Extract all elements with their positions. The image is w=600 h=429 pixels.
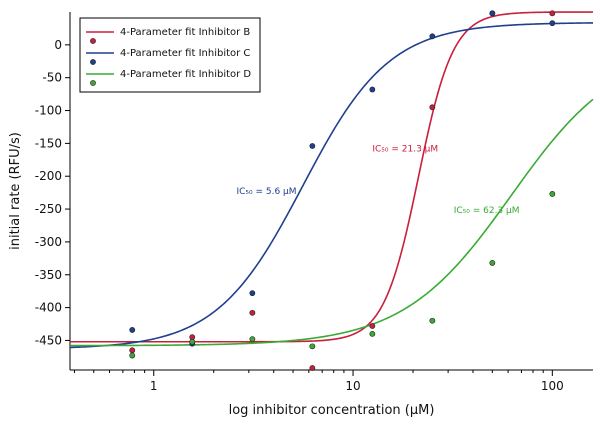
data-point bbox=[489, 10, 496, 17]
data-point bbox=[189, 338, 196, 345]
legend-swatch-marker bbox=[90, 38, 96, 44]
data-point bbox=[249, 336, 256, 343]
data-point bbox=[369, 86, 376, 93]
y-tick-label: 0 bbox=[54, 38, 62, 52]
y-tick-label: -100 bbox=[35, 104, 62, 118]
data-points bbox=[129, 10, 556, 371]
ic50-annotation: IC₅₀ = 5.6 µM bbox=[236, 187, 296, 197]
data-point bbox=[309, 365, 316, 371]
x-tick-label: 100 bbox=[541, 379, 564, 393]
data-point bbox=[309, 143, 316, 149]
data-point bbox=[429, 104, 436, 111]
ic50-annotations: IC₅₀ = 21.3 µM IC₅₀ = 5.6 µM IC₅₀ = 62.3 µ… bbox=[236, 144, 519, 216]
x-axis-title: log inhibitor concentration (µM) bbox=[229, 403, 435, 418]
fit-line-4-parameter-fit-inhibitor-b bbox=[70, 11, 594, 343]
data-point bbox=[129, 347, 136, 354]
x-tick-label: 1 bbox=[150, 379, 158, 393]
data-point bbox=[549, 191, 556, 197]
y-tick-label: -400 bbox=[35, 301, 62, 315]
data-point bbox=[309, 343, 316, 350]
legend-label: 4-Parameter fit Inhibitor D bbox=[120, 69, 251, 80]
legend-box bbox=[79, 17, 261, 93]
fit-line-4-parameter-fit-inhibitor-c bbox=[69, 22, 594, 349]
data-point bbox=[129, 327, 136, 333]
data-point bbox=[429, 33, 436, 40]
ic50-annotation: IC₅₀ = 21.3 µM bbox=[372, 144, 438, 154]
legend-swatch-marker bbox=[90, 80, 96, 86]
x-tick-label: 10 bbox=[345, 379, 360, 393]
ic50-annotation: IC₅₀ = 62.3 µM bbox=[454, 206, 520, 216]
data-point bbox=[249, 309, 256, 316]
legend-label: 4-Parameter fit Inhibitor B bbox=[120, 27, 250, 38]
legend-label: 4-Parameter fit Inhibitor C bbox=[120, 48, 250, 59]
y-tick-label: -350 bbox=[35, 268, 62, 282]
data-point bbox=[549, 20, 556, 27]
data-point bbox=[369, 330, 376, 337]
y-tick-label: -450 bbox=[35, 333, 62, 347]
legend-swatch-marker bbox=[90, 59, 96, 65]
data-point bbox=[549, 10, 556, 17]
y-tick-label: -150 bbox=[35, 136, 62, 150]
y-tick-label: -300 bbox=[35, 235, 62, 249]
legend: 4-Parameter fit Inhibitor B 4-Parameter f… bbox=[79, 17, 261, 93]
data-point bbox=[429, 317, 436, 324]
data-point bbox=[489, 260, 496, 266]
y-tick-label: -200 bbox=[35, 169, 62, 183]
data-point bbox=[129, 352, 136, 359]
y-tick-label: -250 bbox=[35, 202, 62, 216]
y-axis-title: initial rate (RFU/s) bbox=[8, 132, 23, 250]
fit-line-4-parameter-fit-inhibitor-d bbox=[70, 98, 594, 347]
data-point bbox=[369, 323, 376, 329]
y-tick-label: -50 bbox=[42, 71, 62, 85]
fit-curves bbox=[69, 11, 594, 349]
axes: 0 -50 -100 -150 -200 -250 -300 -350 -400 -450 1 10 1… bbox=[35, 12, 593, 393]
data-point bbox=[249, 290, 256, 297]
